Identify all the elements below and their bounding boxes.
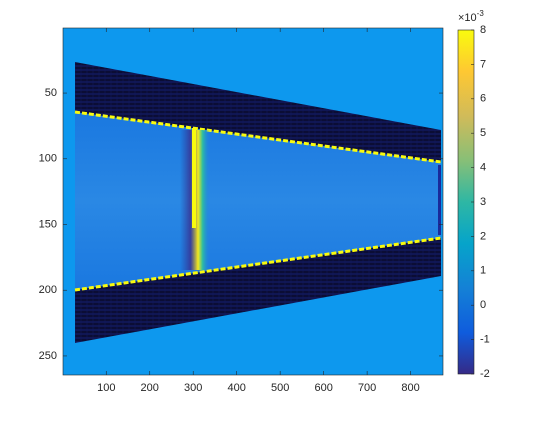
y-tick-label: 150 (39, 218, 57, 230)
x-tick-label: 600 (314, 382, 332, 394)
colorbar-tick-label: 1 (480, 265, 486, 277)
multiplier-base: ×10 (458, 12, 477, 24)
colorbar-tick-label: 4 (480, 162, 486, 174)
colorbar-multiplier: ×10-3 (458, 9, 484, 24)
lower-edge (74, 236, 442, 292)
x-tick-label: 400 (228, 382, 246, 394)
colorbar-tick-label: 7 (480, 58, 486, 70)
plume-core (192, 128, 196, 228)
heatmap-image (63, 28, 443, 375)
colorbar-tick-label: 6 (480, 93, 486, 105)
y-tick-label: 100 (39, 153, 57, 165)
x-tick-label: 700 (358, 382, 376, 394)
colorbar-tick-label: 5 (480, 127, 486, 139)
colorbar-tick-label: -2 (480, 368, 490, 380)
colorbar-tick-label: 0 (480, 299, 486, 311)
x-tick-label: 200 (141, 382, 159, 394)
upper-edge (74, 110, 442, 164)
x-tick-label: 500 (271, 382, 289, 394)
upper-region (75, 62, 441, 162)
y-tick-label: 250 (39, 350, 57, 362)
axes-box (62, 27, 444, 376)
lower-region (75, 238, 441, 343)
x-tick-label: 300 (184, 382, 202, 394)
y-tick-label: 50 (45, 87, 57, 99)
center-band (75, 112, 441, 290)
colorbar-tick-label: 2 (480, 230, 486, 242)
x-tick-label: 100 (97, 382, 115, 394)
y-tick-label: 200 (39, 284, 57, 296)
colorbar-tick-label: -1 (480, 334, 490, 346)
right-edge (438, 165, 441, 235)
colorbar-tick-label: 8 (480, 24, 486, 36)
multiplier-exponent: -3 (477, 9, 485, 18)
x-tick-label: 800 (401, 382, 419, 394)
colorbar-tick-label: 3 (480, 196, 486, 208)
